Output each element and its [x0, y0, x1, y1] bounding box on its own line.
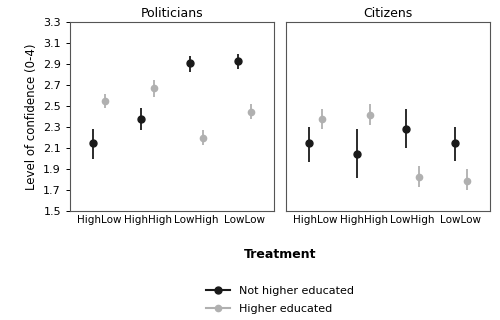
- Legend: Not higher educated, Higher educated: Not higher educated, Higher educated: [206, 285, 354, 315]
- Title: Politicians: Politicians: [140, 7, 203, 20]
- Title: Citizens: Citizens: [364, 7, 412, 20]
- Text: Treatment: Treatment: [244, 248, 316, 261]
- Y-axis label: Level of confidence (0-4): Level of confidence (0-4): [24, 44, 38, 190]
